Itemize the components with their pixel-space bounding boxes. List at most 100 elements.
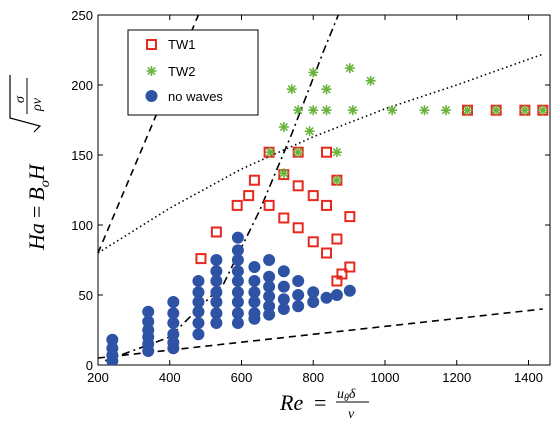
tw1-point — [263, 199, 275, 211]
tw1-point — [321, 146, 333, 158]
tw1-point — [243, 190, 255, 202]
no-waves-point — [210, 254, 223, 266]
tw1-point — [210, 226, 222, 238]
tw1-point — [248, 174, 260, 186]
tw1-point — [344, 211, 356, 223]
no-waves-point — [192, 286, 205, 299]
no-waves-point — [167, 296, 180, 308]
axis-ticks: 200 400 600 800 1000 1200 1400 0 50 100 150 200 250 — [71, 8, 550, 385]
y-tick-label: 50 — [79, 288, 93, 303]
no-waves-point — [210, 307, 223, 320]
no-waves-point — [106, 333, 119, 346]
no-waves-point — [277, 265, 290, 278]
svg-text:ν: ν — [348, 407, 355, 422]
no-waves-point — [263, 300, 276, 313]
tw2-point — [308, 105, 319, 116]
x-tick-label: 1400 — [514, 370, 543, 385]
tw2-point — [519, 105, 530, 116]
tw2-point — [537, 105, 548, 116]
no-waves-point — [277, 293, 290, 306]
tw1-point — [331, 233, 343, 245]
no-waves-point — [248, 296, 261, 308]
tw2-point — [419, 105, 430, 116]
tw2-point — [331, 175, 342, 186]
tw2-point — [265, 147, 276, 158]
no-waves-point — [277, 303, 290, 315]
no-waves-point — [210, 317, 223, 329]
x-tick-label: 600 — [231, 370, 253, 385]
no-waves-point — [192, 275, 205, 287]
tw2-point — [293, 105, 304, 116]
tw2-point — [278, 122, 289, 132]
no-waves-point — [231, 296, 244, 308]
no-waves-point — [231, 317, 244, 329]
no-waves-point — [292, 289, 305, 301]
no-waves-point — [231, 231, 244, 244]
no-waves-point — [192, 296, 205, 308]
no-waves-point — [142, 315, 155, 328]
no-waves-point — [292, 300, 305, 313]
no-waves-point — [248, 312, 261, 325]
no-waves-point — [167, 317, 180, 329]
legend: TW1 TW2 no waves — [127, 29, 259, 116]
no-waves-point — [231, 307, 244, 320]
tw1-point — [344, 261, 356, 273]
no-waves-point — [167, 307, 180, 320]
no-waves-point — [231, 286, 244, 299]
svg-text:uθδ: uθδ — [337, 387, 356, 404]
legend-label-tw1: TW1 — [168, 37, 195, 52]
y-tick-label: 150 — [71, 148, 93, 163]
x-tick-label: 200 — [87, 370, 109, 385]
tw2-point — [365, 75, 376, 86]
tw2-point — [491, 105, 502, 116]
y-tick-label: 200 — [71, 78, 93, 93]
no-waves-point — [231, 265, 244, 278]
y-tick-label: 0 — [86, 358, 93, 373]
plot-area-frame — [97, 14, 551, 366]
no-waves-point — [210, 296, 223, 308]
tw1-point — [307, 236, 319, 248]
no-waves-point — [248, 261, 261, 273]
svg-text:σ: σ — [13, 95, 28, 103]
no-waves-point — [307, 286, 320, 299]
tw2-point — [331, 147, 342, 158]
tw2-point — [440, 105, 451, 116]
no-waves-point — [277, 280, 290, 293]
tw2-point — [278, 168, 289, 179]
no-waves-point — [263, 270, 276, 283]
no-waves-point — [231, 244, 244, 257]
no-waves-point — [320, 291, 333, 304]
tw1-point — [292, 222, 304, 234]
x-tick-label: 1200 — [442, 370, 471, 385]
tw2-point — [308, 67, 319, 78]
x-tick-label: 400 — [159, 370, 181, 385]
legend-marker-no-waves — [145, 90, 158, 102]
tw1-point — [195, 253, 207, 265]
tw1-point — [336, 268, 348, 280]
no-waves-point — [192, 328, 205, 341]
svg-text:Re: Re — [279, 390, 303, 415]
tw1-point — [321, 247, 333, 259]
no-waves-point — [343, 284, 356, 297]
legend-marker-tw1 — [146, 39, 157, 50]
legend-marker-tw2 — [146, 66, 157, 76]
no-waves-point — [106, 354, 119, 365]
no-waves-point — [192, 305, 205, 318]
tw1-point — [321, 199, 333, 211]
data-markers — [106, 63, 549, 365]
no-waves-point — [142, 305, 155, 318]
tw1-point — [278, 212, 290, 224]
tw2-point — [293, 147, 304, 158]
tw2-point — [286, 84, 297, 95]
no-waves-point — [231, 254, 244, 266]
no-waves-point — [231, 275, 244, 287]
svg-text:Ha=BoH: Ha=BoH — [24, 163, 53, 251]
svg-text:=: = — [314, 390, 326, 415]
y-tick-label: 250 — [71, 8, 93, 23]
y-tick-label: 100 — [71, 218, 93, 233]
legend-label-tw2: TW2 — [168, 64, 195, 79]
tw1-point — [307, 190, 319, 202]
x-tick-label: 1000 — [371, 370, 400, 385]
tw2-point — [387, 105, 398, 116]
